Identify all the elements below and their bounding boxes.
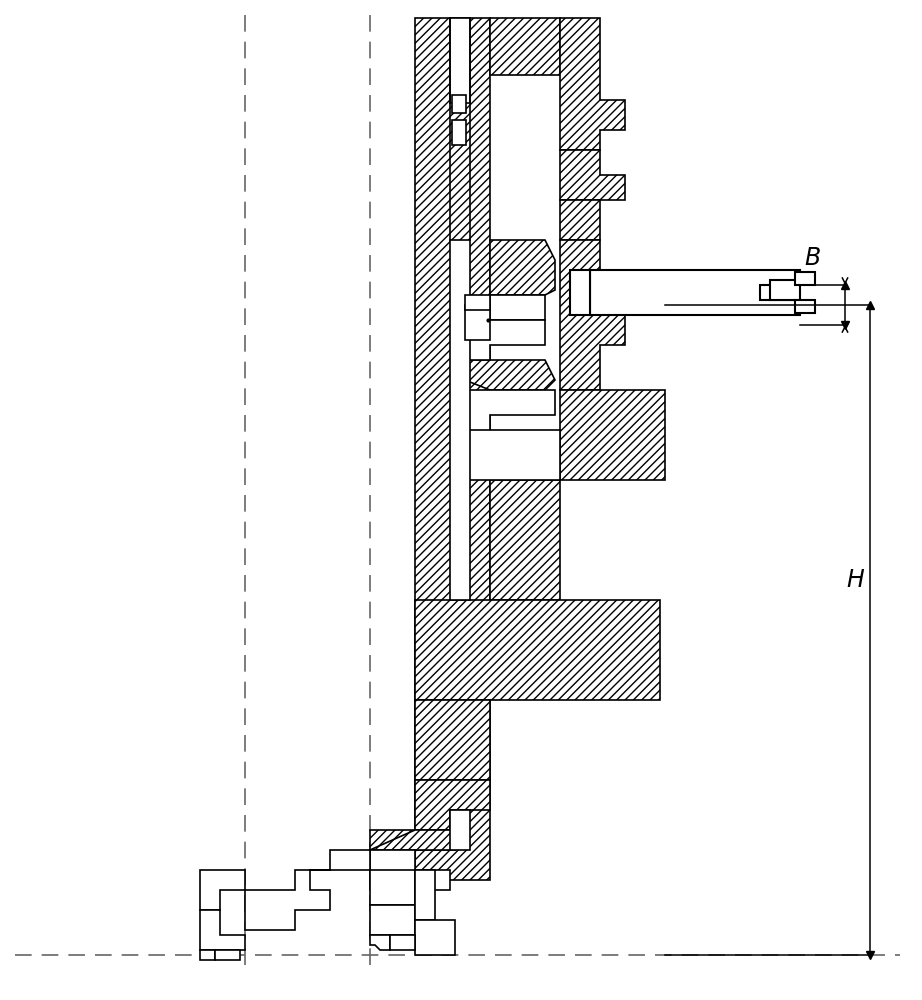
Polygon shape: [490, 295, 545, 320]
Polygon shape: [465, 430, 560, 480]
Bar: [415, 870, 435, 920]
Polygon shape: [560, 150, 625, 200]
Polygon shape: [370, 830, 450, 850]
Polygon shape: [590, 270, 800, 315]
Bar: [452, 120, 466, 145]
Polygon shape: [215, 950, 240, 960]
Polygon shape: [490, 240, 555, 295]
Polygon shape: [415, 780, 490, 830]
Text: B: B: [804, 246, 821, 270]
Polygon shape: [770, 280, 800, 300]
Polygon shape: [560, 390, 665, 480]
Polygon shape: [415, 700, 490, 780]
Polygon shape: [560, 18, 625, 150]
Polygon shape: [570, 270, 590, 315]
Polygon shape: [490, 480, 560, 600]
Polygon shape: [465, 390, 555, 440]
Bar: [450, 240, 470, 600]
Polygon shape: [200, 950, 215, 960]
Circle shape: [512, 432, 548, 468]
Bar: [370, 870, 415, 905]
Polygon shape: [560, 200, 600, 240]
Polygon shape: [465, 320, 545, 360]
Bar: [450, 810, 470, 850]
Bar: [452, 95, 466, 113]
Polygon shape: [370, 830, 460, 850]
Bar: [465, 305, 490, 340]
Polygon shape: [370, 850, 450, 890]
Polygon shape: [200, 870, 245, 910]
Polygon shape: [560, 240, 625, 390]
Polygon shape: [465, 360, 555, 390]
Polygon shape: [245, 850, 370, 930]
Bar: [370, 905, 415, 935]
Polygon shape: [415, 18, 490, 880]
Bar: [465, 295, 490, 310]
Polygon shape: [795, 300, 815, 313]
Polygon shape: [795, 272, 815, 285]
Polygon shape: [415, 600, 660, 700]
Text: H: H: [846, 568, 864, 592]
Polygon shape: [200, 910, 245, 950]
Bar: [415, 920, 455, 955]
Bar: [450, 18, 470, 103]
Polygon shape: [490, 18, 560, 75]
Polygon shape: [390, 935, 415, 950]
Polygon shape: [370, 935, 390, 950]
